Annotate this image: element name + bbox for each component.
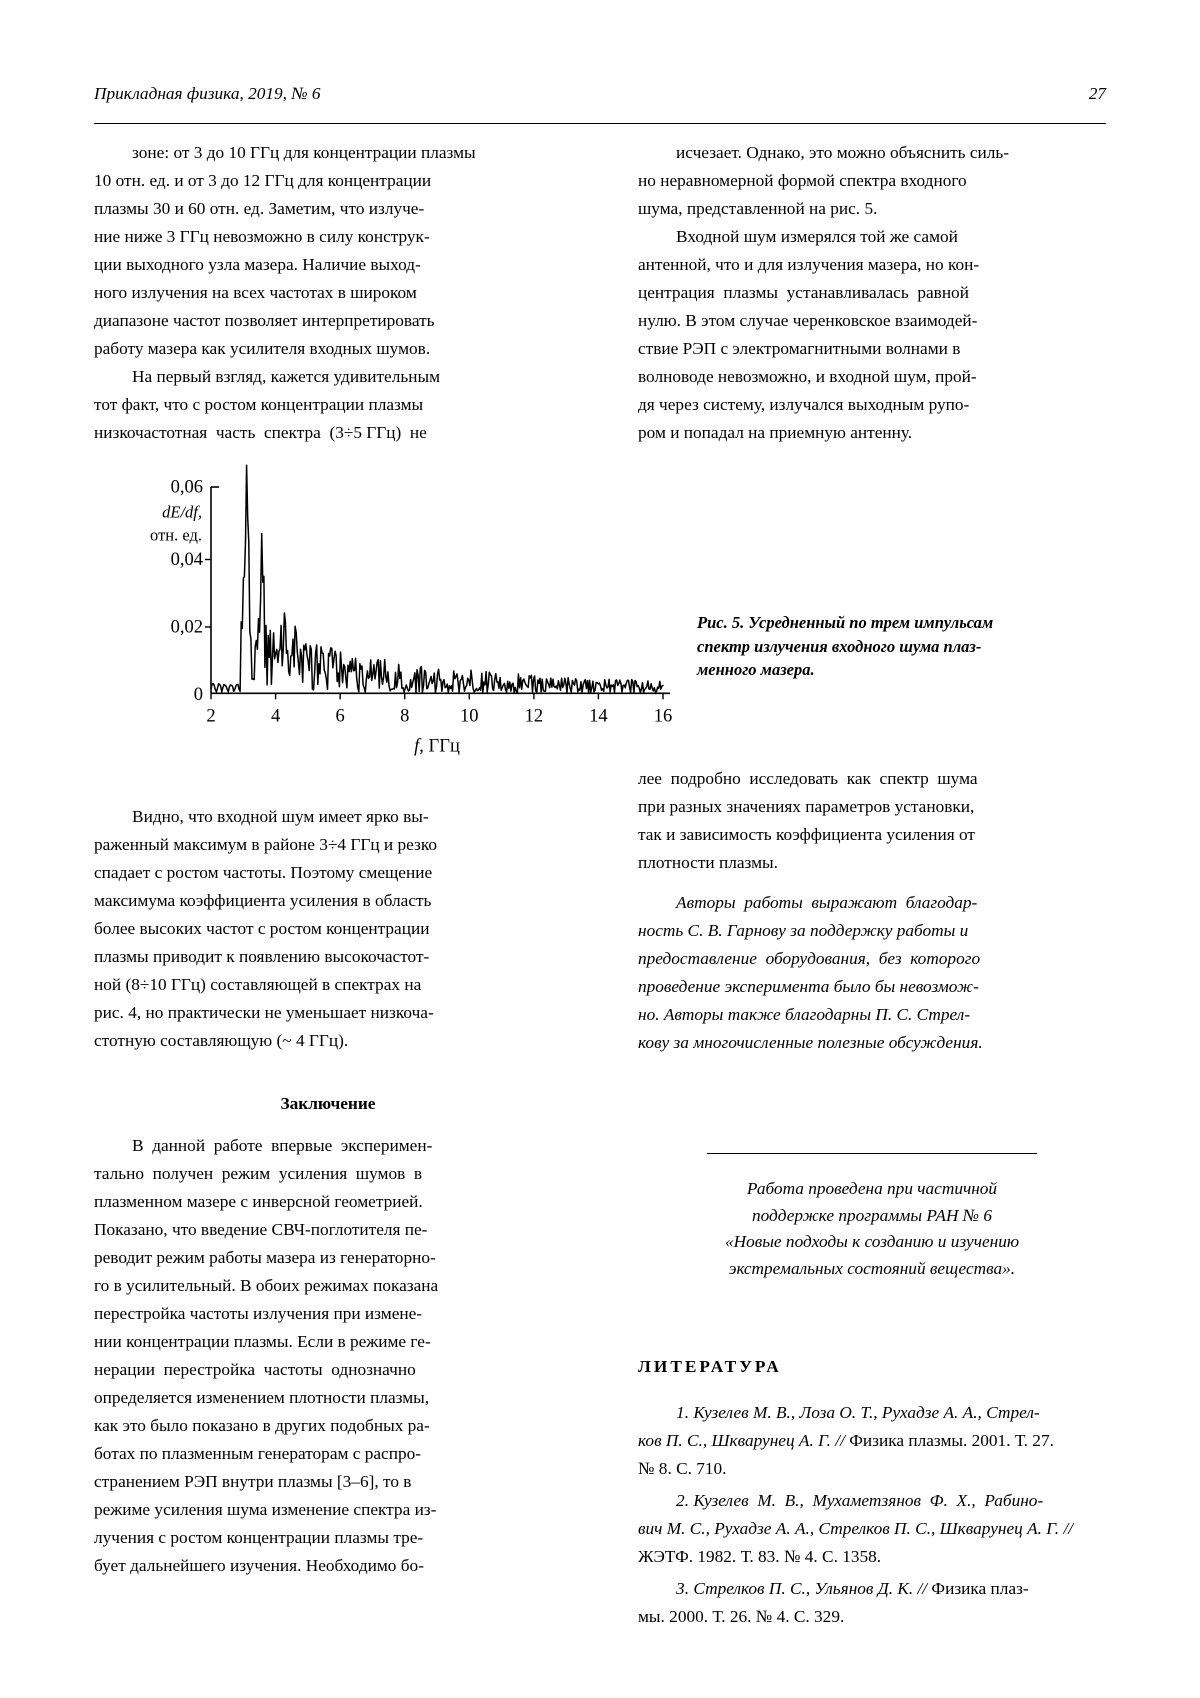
svg-text:10: 10 (460, 706, 479, 726)
svg-text:f, ГГц: f, ГГц (414, 736, 460, 756)
svg-text:0,04: 0,04 (171, 550, 203, 570)
svg-text:8: 8 (400, 706, 409, 726)
svg-text:dE/df,: dE/df, (162, 502, 202, 521)
svg-text:14: 14 (589, 706, 608, 726)
svg-text:2: 2 (206, 706, 215, 726)
svg-text:6: 6 (335, 706, 344, 726)
svg-text:12: 12 (525, 706, 544, 726)
svg-text:0,02: 0,02 (171, 617, 203, 637)
svg-text:4: 4 (271, 706, 280, 726)
svg-text:отн. ед.: отн. ед. (150, 525, 202, 544)
svg-text:0: 0 (194, 685, 203, 705)
svg-text:0,06: 0,06 (171, 477, 203, 497)
